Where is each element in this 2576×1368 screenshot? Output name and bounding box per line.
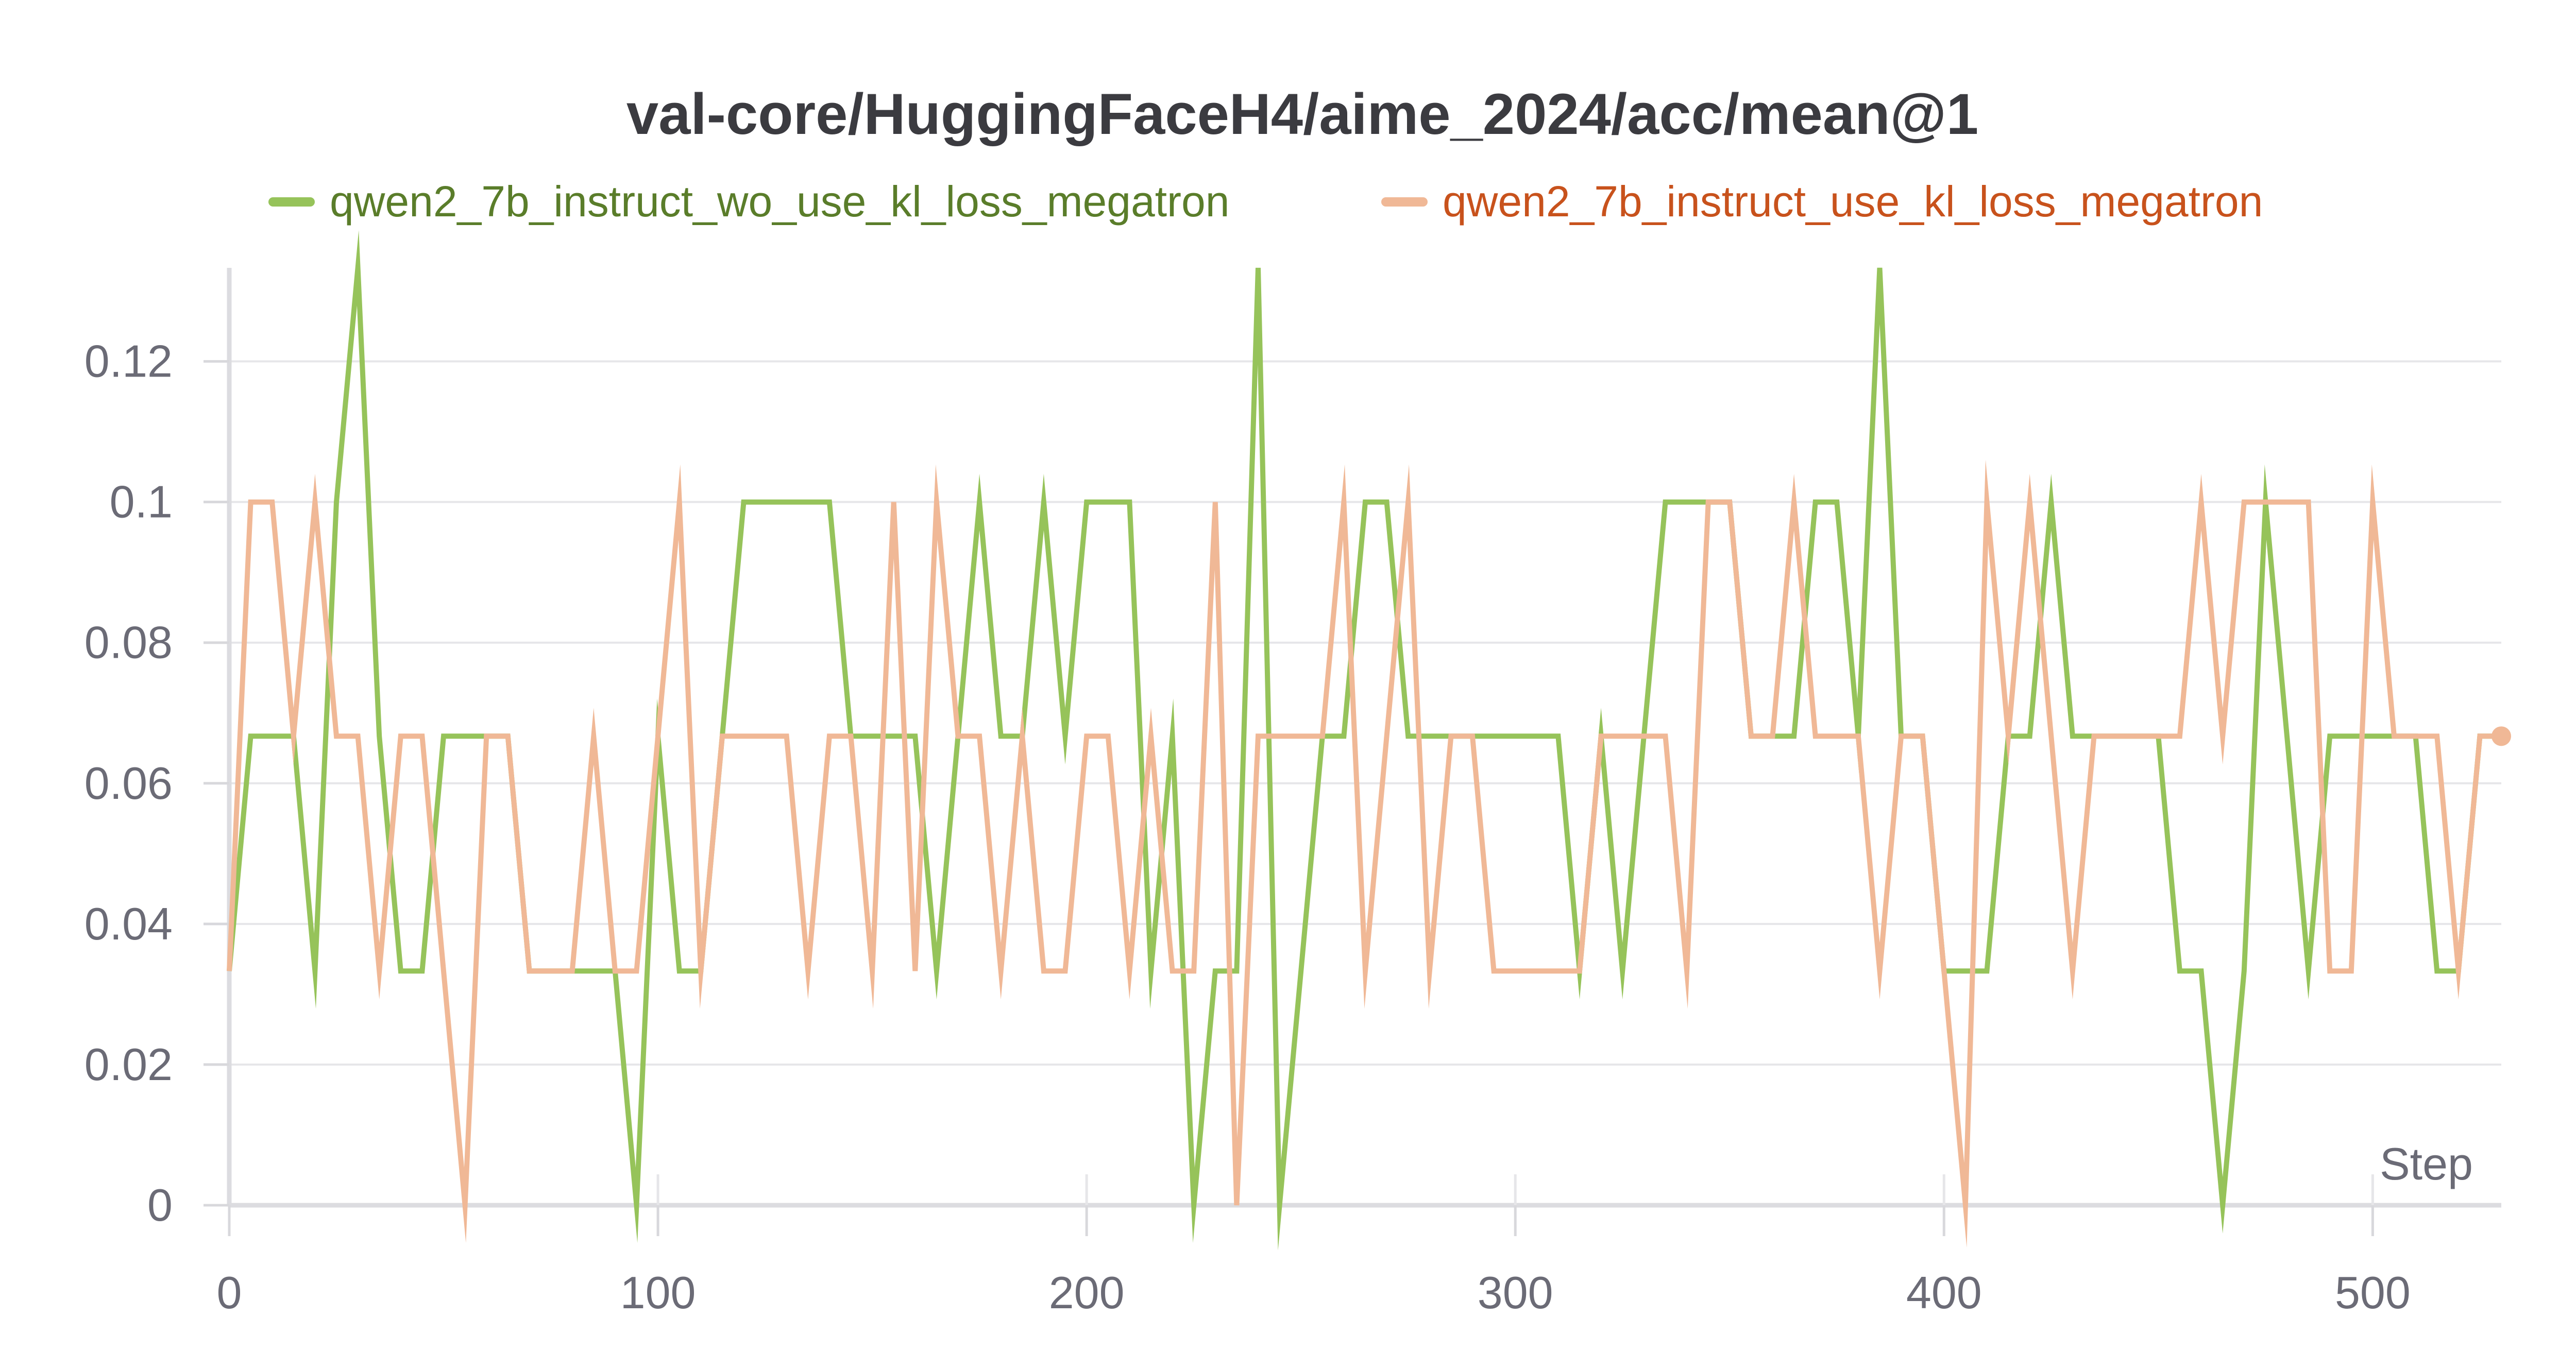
legend-label-1: qwen2_7b_instruct_wo_use_kl_loss_megatro… bbox=[330, 177, 1229, 226]
x-tick-label: 0 bbox=[217, 1267, 242, 1318]
legend-label-2: qwen2_7b_instruct_use_kl_loss_megatron bbox=[1443, 177, 2263, 226]
legend: qwen2_7b_instruct_wo_use_kl_loss_megatro… bbox=[268, 177, 2263, 226]
y-tick-label: 0.12 bbox=[84, 336, 173, 387]
x-tick-label: 500 bbox=[2335, 1267, 2411, 1318]
y-tick-label: 0.02 bbox=[84, 1039, 173, 1090]
x-axis-label: Step bbox=[2380, 1138, 2473, 1189]
y-tick-label: 0.08 bbox=[84, 617, 173, 668]
series-2-end-point bbox=[2492, 726, 2511, 746]
y-axis-ticks: 0 0.02 0.04 0.06 0.08 0.1 0.12 bbox=[84, 336, 229, 1230]
y-tick-label: 0.06 bbox=[84, 758, 173, 809]
x-tick-label: 400 bbox=[1906, 1267, 1982, 1318]
series-line-2 bbox=[227, 459, 2501, 1248]
x-tick-label: 300 bbox=[1478, 1267, 1553, 1318]
x-tick-label: 200 bbox=[1049, 1267, 1125, 1318]
y-tick-label: 0.1 bbox=[110, 476, 173, 527]
series-lines bbox=[227, 230, 2511, 1251]
axes bbox=[227, 268, 2501, 1208]
y-tick-label: 0 bbox=[147, 1179, 173, 1230]
x-tick-label: 100 bbox=[620, 1267, 696, 1318]
chart-title: val-core/HuggingFaceH4/aime_2024/acc/mea… bbox=[626, 82, 1978, 146]
y-tick-label: 0.04 bbox=[84, 898, 173, 949]
x-axis-ticks: 0 100 200 300 400 500 bbox=[217, 1174, 2411, 1318]
